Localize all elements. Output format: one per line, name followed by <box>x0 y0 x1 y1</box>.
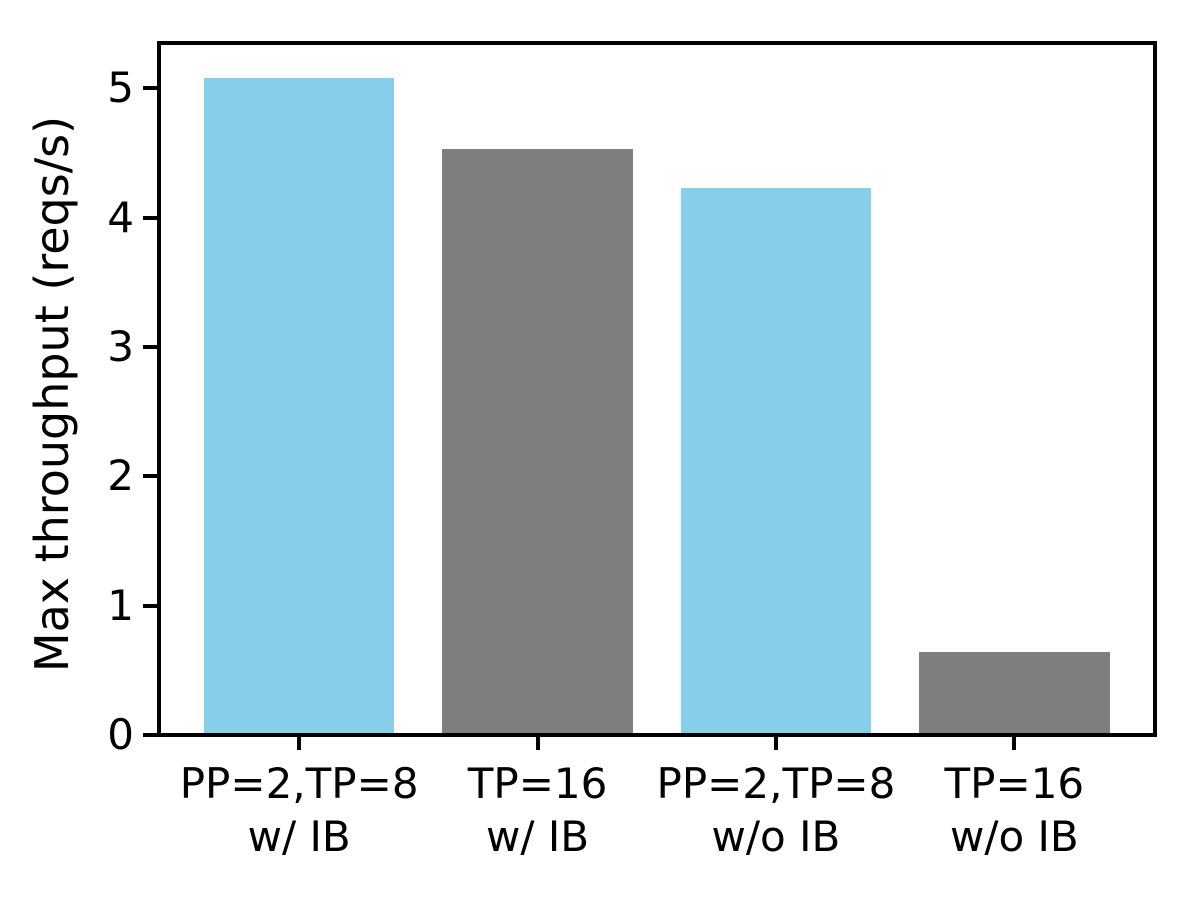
y-tick-label: 2 <box>107 451 134 501</box>
bar <box>442 149 633 735</box>
plot-area <box>159 43 1156 735</box>
x-tick-label-line: TP=16 <box>944 759 1085 808</box>
x-tick-label: PP=2,TP=8 w/ IB <box>180 757 419 863</box>
y-tick-mark <box>142 86 157 91</box>
x-tick-label: TP=16 w/ IB <box>468 757 608 863</box>
x-tick-label-line: w/ IB <box>247 812 351 861</box>
x-tick-label: PP=2,TP=8 w/o IB <box>657 757 896 863</box>
axis-spine-top <box>156 41 1157 45</box>
bar <box>203 77 395 735</box>
y-tick-label: 3 <box>107 321 134 371</box>
x-tick-label-line: PP=2,TP=8 <box>656 759 896 808</box>
x-tick-label-line: PP=2,TP=8 <box>179 759 419 808</box>
bar <box>918 652 1110 735</box>
y-tick-label: 1 <box>107 580 134 630</box>
x-tick-label-line: w/o IB <box>711 812 841 861</box>
y-tick-mark <box>142 603 157 608</box>
y-tick-mark <box>142 215 157 220</box>
x-tick-mark <box>773 737 778 750</box>
x-tick-label-line: w/o IB <box>949 812 1079 861</box>
x-tick-mark <box>297 737 302 750</box>
x-tick-label-line: TP=16 <box>467 759 608 808</box>
y-tick-label: 4 <box>107 192 134 242</box>
x-tick-mark <box>1012 737 1017 750</box>
x-tick-label-line: w/ IB <box>486 812 590 861</box>
bar <box>680 187 872 735</box>
y-tick-mark <box>142 733 157 737</box>
x-tick-mark <box>535 737 540 750</box>
axis-spine-bottom <box>156 733 1157 737</box>
x-tick-label: TP=16 w/o IB <box>945 757 1085 863</box>
y-tick-mark <box>142 344 157 349</box>
y-tick-label: 5 <box>107 63 134 113</box>
y-tick-label: 0 <box>107 710 134 759</box>
y-tick-mark <box>142 474 157 479</box>
axis-spine-right <box>1153 41 1157 737</box>
axis-spine-left <box>156 41 161 737</box>
